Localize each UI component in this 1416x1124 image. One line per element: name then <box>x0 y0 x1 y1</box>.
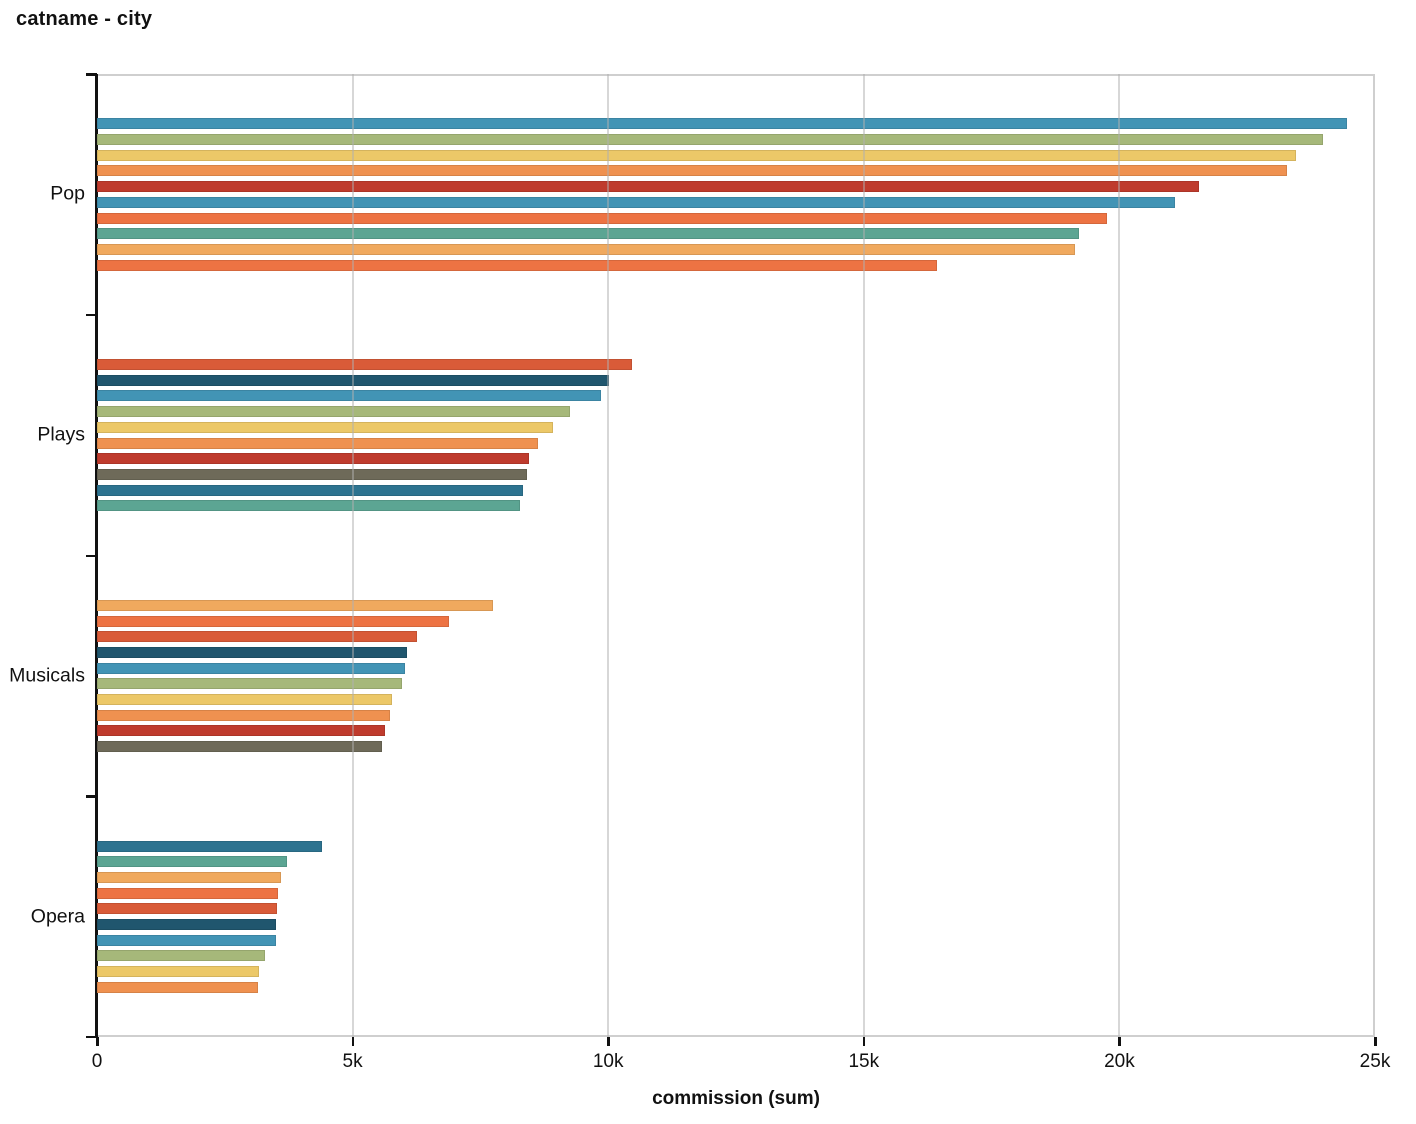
bar-musicals-10[interactable] <box>97 741 382 753</box>
category-label-plays: Plays <box>37 423 85 446</box>
bar-plays-3[interactable] <box>97 390 601 402</box>
x-axis-tick <box>862 1037 866 1046</box>
bar-musicals-6[interactable] <box>97 678 403 690</box>
bar-pop-9[interactable] <box>97 243 1076 255</box>
y-axis-group-tick <box>86 795 97 798</box>
bar-musicals-3[interactable] <box>97 631 417 643</box>
bar-opera-7[interactable] <box>97 934 276 946</box>
bar-opera-3[interactable] <box>97 871 281 883</box>
bar-pop-7[interactable] <box>97 212 1108 224</box>
bar-opera-8[interactable] <box>97 950 266 962</box>
bar-musicals-5[interactable] <box>97 662 406 674</box>
bar-plays-6[interactable] <box>97 437 539 449</box>
bar-musicals-2[interactable] <box>97 615 450 627</box>
x-axis-tick <box>607 1037 610 1046</box>
bar-plays-10[interactable] <box>97 500 520 512</box>
y-axis-group-tick <box>86 313 97 317</box>
bar-opera-10[interactable] <box>97 981 258 993</box>
x-axis-title: commission (sum) <box>652 1088 820 1109</box>
bar-plays-5[interactable] <box>97 421 553 433</box>
x-axis-line <box>97 1035 1375 1037</box>
x-tick-label: 10k <box>592 1051 624 1072</box>
x-tick-label: 20k <box>1104 1051 1135 1072</box>
x-tick-label: 25k <box>1359 1051 1391 1072</box>
bar-musicals-8[interactable] <box>97 709 390 721</box>
bar-opera-4[interactable] <box>97 887 279 899</box>
x-gridline <box>607 74 610 1037</box>
y-axis-group-tick <box>86 1035 97 1038</box>
bar-pop-6[interactable] <box>97 196 1176 208</box>
chart-title: catname - city <box>16 8 153 30</box>
bar-musicals-1[interactable] <box>97 599 494 611</box>
category-label-pop: Pop <box>50 182 85 205</box>
bar-plays-4[interactable] <box>97 406 570 418</box>
bar-plays-7[interactable] <box>97 453 530 465</box>
y-axis-group-tick <box>86 554 97 557</box>
plot-area: Pop Plays Musicals Opera 0 5k 10k 15k 20k 25k <box>9 73 1390 1072</box>
category-label-opera: Opera <box>30 905 85 928</box>
x-tick-label: 15k <box>848 1051 880 1072</box>
bar-musicals-7[interactable] <box>97 694 392 705</box>
bar-pop-4[interactable] <box>97 165 1288 177</box>
bar-opera-6[interactable] <box>97 919 277 931</box>
bar-opera-9[interactable] <box>97 966 259 978</box>
bar-pop-3[interactable] <box>97 149 1296 161</box>
bar-pop-5[interactable] <box>97 181 1199 193</box>
x-gridline <box>351 74 354 1037</box>
bar-musicals-4[interactable] <box>97 646 407 658</box>
bar-plays-8[interactable] <box>97 468 528 480</box>
bar-pop-2[interactable] <box>97 134 1323 145</box>
x-axis-tick <box>351 1037 355 1046</box>
x-tick-label: 0 <box>91 1051 103 1072</box>
bar-plays-9[interactable] <box>97 484 523 496</box>
plot-top-border <box>97 74 1375 76</box>
x-gridline <box>862 74 865 1037</box>
y-axis-group-tick <box>86 73 97 76</box>
x-axis-tick <box>96 1037 99 1046</box>
bar-musicals-9[interactable] <box>97 725 385 737</box>
bar-pop-1[interactable] <box>97 118 1347 130</box>
bar-pop-8[interactable] <box>97 228 1079 240</box>
bar-opera-1[interactable] <box>97 840 322 852</box>
bar-plays-1[interactable] <box>97 359 633 371</box>
plot-right-border <box>1373 74 1375 1037</box>
x-gridline <box>1118 74 1121 1037</box>
category-label-musicals: Musicals <box>9 664 85 687</box>
x-axis-tick <box>1374 1037 1377 1046</box>
bar-opera-5[interactable] <box>97 903 278 915</box>
bar-pop-10[interactable] <box>97 259 937 271</box>
bar-opera-2[interactable] <box>97 856 288 868</box>
x-axis-tick <box>1118 1037 1121 1046</box>
x-tick-label: 5k <box>342 1051 363 1072</box>
